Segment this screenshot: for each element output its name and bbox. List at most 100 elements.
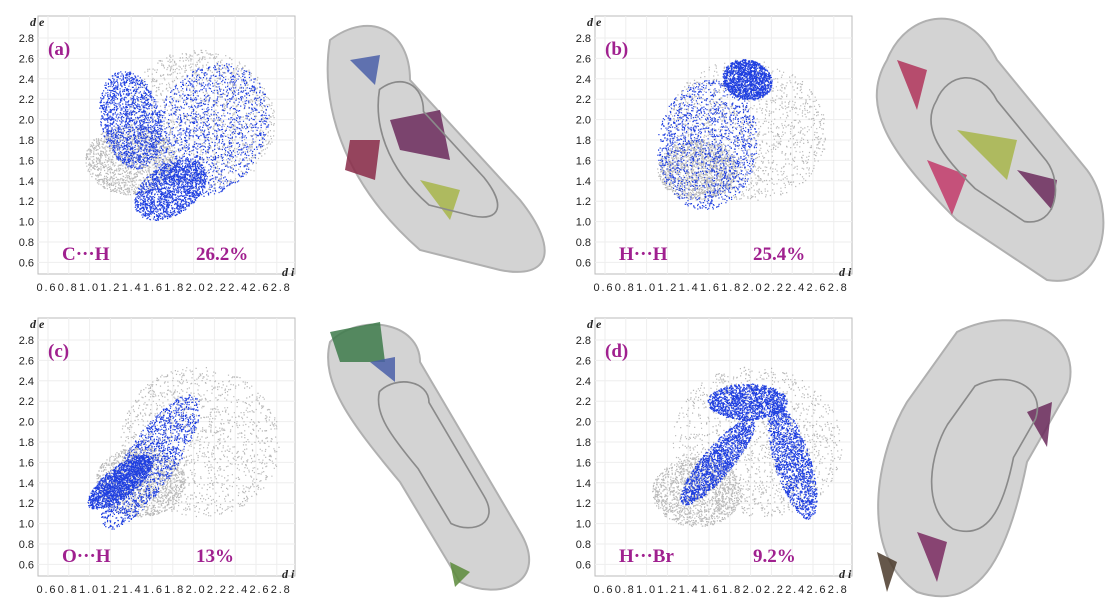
x-tick-label: 0.6 bbox=[37, 282, 56, 294]
y-axis-label: d e bbox=[587, 317, 602, 331]
x-tick-label: 0.8 bbox=[615, 584, 634, 596]
y-tick-label: 2.2 bbox=[19, 396, 34, 408]
panel-letter: (a) bbox=[48, 39, 70, 60]
y-tick-label: 1.6 bbox=[19, 457, 34, 469]
contact-label: O···H bbox=[62, 546, 111, 567]
x-tick-label: 1.8 bbox=[721, 584, 740, 596]
y-tick-label: 2.6 bbox=[576, 355, 591, 367]
y-tick-label: 2.8 bbox=[576, 335, 591, 347]
x-tick-label: 1.4 bbox=[122, 282, 141, 294]
y-tick-label: 1.6 bbox=[19, 155, 34, 167]
y-tick-label: 0.6 bbox=[576, 559, 591, 571]
x-tick-label: 2.4 bbox=[785, 282, 804, 294]
y-tick-label: 1.0 bbox=[19, 519, 34, 531]
y-tick-label: 1.8 bbox=[19, 135, 34, 147]
y-tick-label: 2.4 bbox=[576, 376, 591, 388]
y-axis-label: d e bbox=[587, 15, 602, 29]
x-tick-label: 1.2 bbox=[100, 584, 119, 596]
x-tick-label: 2.4 bbox=[785, 584, 804, 596]
percent-label: 25.4% bbox=[753, 244, 805, 265]
y-tick-label: 0.8 bbox=[576, 237, 591, 249]
percent-label: 26.2% bbox=[196, 244, 248, 265]
y-tick-label: 2.2 bbox=[19, 94, 34, 106]
panel-letter: (d) bbox=[605, 341, 628, 362]
x-tick-label: 2.2 bbox=[207, 282, 226, 294]
y-tick-label: 1.8 bbox=[19, 437, 34, 449]
y-tick-label: 2.0 bbox=[576, 417, 591, 429]
x-tick-label: 1.6 bbox=[700, 584, 719, 596]
x-tick-label: 1.2 bbox=[657, 282, 676, 294]
x-axis-label: d i bbox=[839, 265, 852, 279]
y-tick-label: 1.2 bbox=[576, 196, 591, 208]
y-tick-label: 2.6 bbox=[576, 53, 591, 65]
x-tick-label: 2.0 bbox=[186, 584, 205, 596]
contact-label: C···H bbox=[62, 244, 110, 265]
y-tick-label: 0.8 bbox=[19, 539, 34, 551]
x-tick-label: 2.2 bbox=[764, 584, 783, 596]
y-tick-label: 2.8 bbox=[576, 33, 591, 45]
y-tick-label: 2.4 bbox=[19, 376, 34, 388]
x-tick-label: 2.2 bbox=[207, 584, 226, 596]
y-tick-label: 2.4 bbox=[576, 74, 591, 86]
x-tick-label: 0.8 bbox=[58, 282, 77, 294]
x-axis-label: d i bbox=[839, 567, 852, 581]
x-tick-label: 2.6 bbox=[807, 584, 826, 596]
x-tick-label: 1.4 bbox=[679, 282, 698, 294]
y-axis-label: d e bbox=[30, 317, 45, 331]
x-tick-label: 1.0 bbox=[79, 584, 98, 596]
x-tick-label: 0.6 bbox=[37, 584, 56, 596]
x-tick-label: 2.6 bbox=[807, 282, 826, 294]
figure: d ed i2.82.62.42.22.01.81.61.41.21.00.80… bbox=[0, 0, 1114, 605]
x-tick-label: 1.8 bbox=[164, 584, 183, 596]
x-tick-label: 0.8 bbox=[615, 282, 634, 294]
y-tick-label: 1.8 bbox=[576, 437, 591, 449]
panel-letter: (b) bbox=[605, 39, 628, 60]
x-tick-label: 2.4 bbox=[228, 282, 247, 294]
y-tick-label: 2.2 bbox=[576, 94, 591, 106]
x-tick-label: 1.6 bbox=[143, 584, 162, 596]
x-tick-label: 1.4 bbox=[122, 584, 141, 596]
x-tick-label: 2.4 bbox=[228, 584, 247, 596]
surface-patch bbox=[330, 322, 385, 362]
y-tick-label: 1.4 bbox=[576, 176, 591, 188]
x-axis-label: d i bbox=[282, 265, 295, 279]
x-tick-label: 1.4 bbox=[679, 584, 698, 596]
x-tick-label: 1.2 bbox=[657, 584, 676, 596]
y-tick-label: 0.6 bbox=[19, 559, 34, 571]
y-tick-label: 0.6 bbox=[19, 257, 34, 269]
x-tick-label: 1.2 bbox=[100, 282, 119, 294]
y-tick-label: 1.0 bbox=[576, 519, 591, 531]
y-tick-label: 1.8 bbox=[576, 135, 591, 147]
y-tick-label: 0.8 bbox=[19, 237, 34, 249]
x-axis-label: d i bbox=[282, 567, 295, 581]
y-tick-label: 2.8 bbox=[19, 33, 34, 45]
y-tick-label: 0.8 bbox=[576, 539, 591, 551]
panel: d ed i2.82.62.42.22.01.81.61.41.21.00.80… bbox=[576, 317, 1071, 596]
y-tick-label: 2.0 bbox=[19, 417, 34, 429]
x-tick-label: 2.8 bbox=[271, 282, 290, 294]
x-tick-label: 2.0 bbox=[743, 584, 762, 596]
y-tick-label: 2.8 bbox=[19, 335, 34, 347]
y-tick-label: 2.4 bbox=[19, 74, 34, 86]
y-tick-label: 0.6 bbox=[576, 257, 591, 269]
molecular-surface bbox=[328, 325, 529, 590]
x-tick-label: 2.8 bbox=[271, 584, 290, 596]
panel-letter: (c) bbox=[48, 341, 69, 362]
contact-label: H···Br bbox=[619, 546, 674, 567]
blue-points bbox=[708, 384, 788, 420]
y-tick-label: 1.2 bbox=[19, 498, 34, 510]
y-tick-label: 2.0 bbox=[19, 115, 34, 127]
x-tick-label: 1.0 bbox=[636, 282, 655, 294]
x-tick-label: 2.6 bbox=[250, 584, 269, 596]
y-tick-label: 1.6 bbox=[576, 155, 591, 167]
y-axis-label: d e bbox=[30, 15, 45, 29]
x-tick-label: 2.8 bbox=[828, 282, 847, 294]
y-tick-label: 1.2 bbox=[19, 196, 34, 208]
y-tick-label: 2.0 bbox=[576, 115, 591, 127]
x-tick-label: 2.0 bbox=[743, 282, 762, 294]
percent-label: 13% bbox=[196, 546, 234, 567]
y-tick-label: 1.4 bbox=[19, 176, 34, 188]
x-tick-label: 1.8 bbox=[721, 282, 740, 294]
x-tick-label: 2.8 bbox=[828, 584, 847, 596]
contact-label: H···H bbox=[619, 244, 668, 265]
